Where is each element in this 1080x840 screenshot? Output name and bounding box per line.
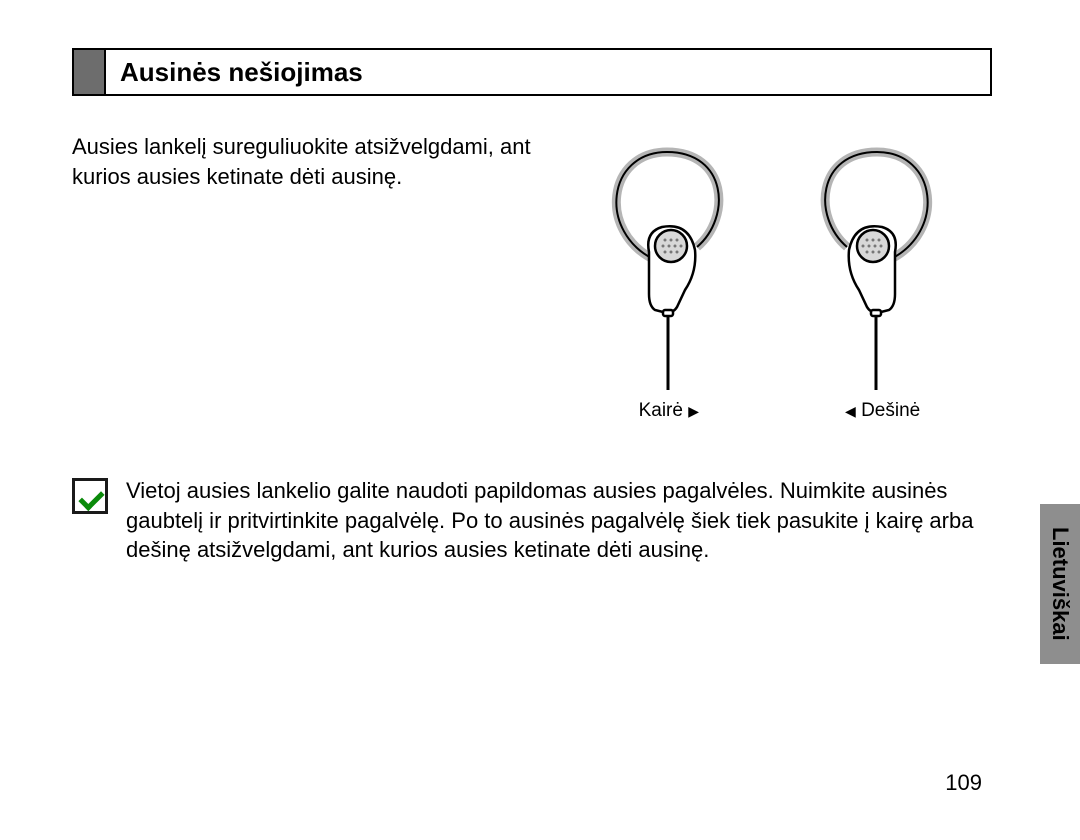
heading-accent-block [74, 50, 106, 94]
left-label-text: Kairė [639, 400, 683, 421]
language-side-tab: Lietuviškai [1040, 504, 1080, 664]
section-heading-bar: Ausinės nešiojimas [72, 48, 992, 96]
earbud-illustration: Kairė ▶ ◀ Dešinė [552, 132, 992, 422]
triangle-left-icon: ◀ [845, 403, 856, 419]
earbud-right-icon [807, 132, 967, 392]
right-label-text: Dešinė [861, 400, 920, 421]
earbud-left-icon [577, 132, 737, 392]
section-heading: Ausinės nešiojimas [106, 50, 363, 94]
illustration-labels: Kairė ▶ ◀ Dešinė [609, 400, 935, 422]
page-number: 109 [945, 770, 982, 796]
intro-paragraph: Ausies lankelį sureguliuokite atsižvelgd… [72, 132, 532, 422]
tip-paragraph: Vietoj ausies lankelio galite naudoti pa… [126, 476, 992, 565]
checkmark-icon [72, 478, 108, 514]
triangle-right-icon: ▶ [688, 403, 699, 419]
